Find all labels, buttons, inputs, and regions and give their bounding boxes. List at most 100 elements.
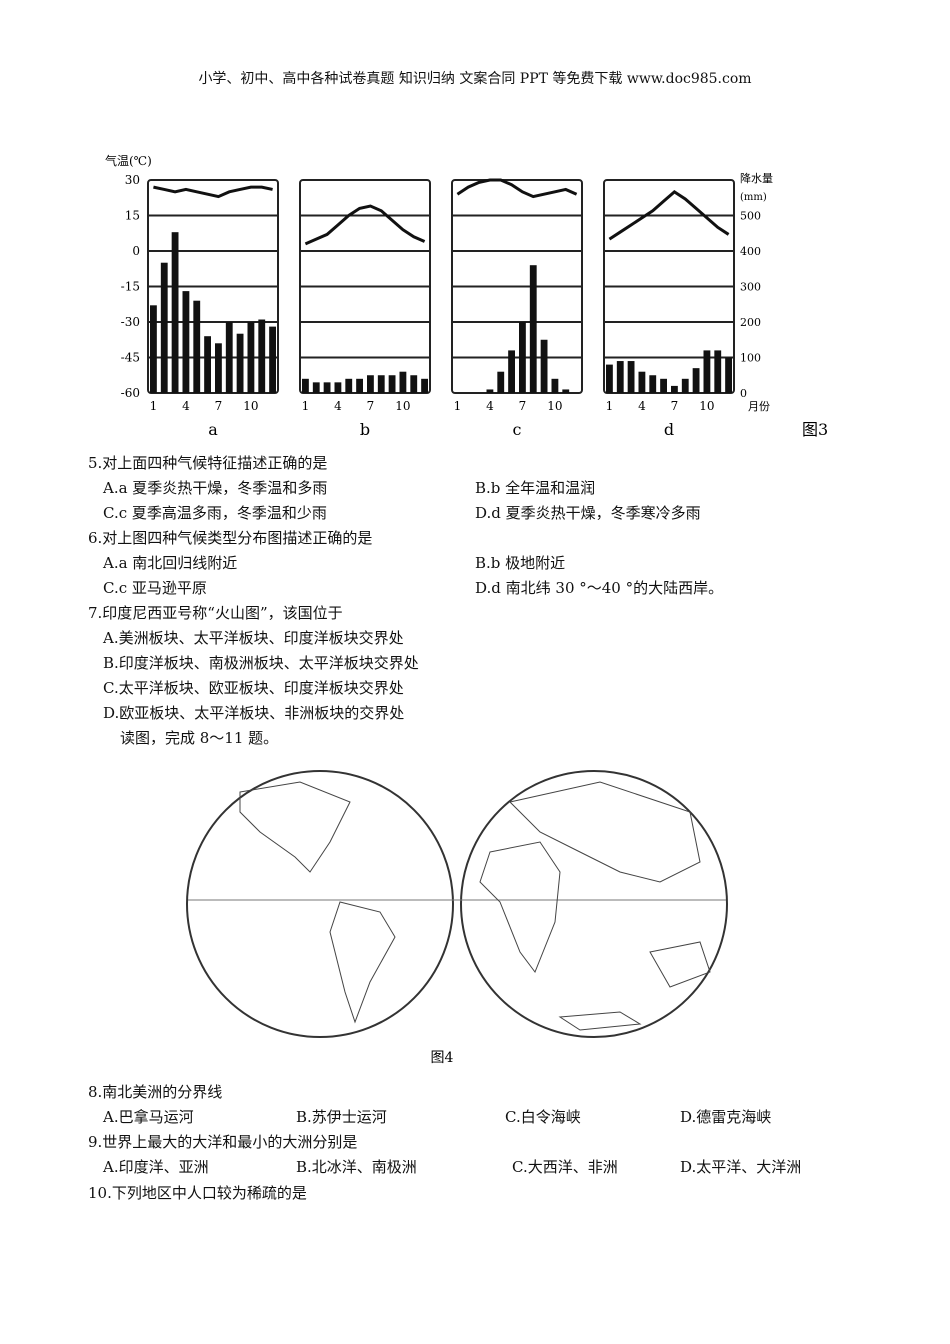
- q9-option-d: D.太平洋、大洋洲: [680, 1158, 802, 1176]
- precipitation-bar: [627, 361, 635, 393]
- panel-label: b: [360, 420, 370, 439]
- right-tick-label: 500: [740, 210, 761, 223]
- question-5-stem: 5.对上面四种气候特征描述正确的是: [88, 454, 328, 472]
- precipitation-bar: [421, 378, 428, 393]
- antarctica-outline: [558, 1011, 642, 1031]
- precipitation-bar: [486, 389, 494, 393]
- precipitation-bar: [410, 375, 418, 393]
- north-america-outline: [239, 781, 351, 873]
- month-tick-label: 4: [638, 399, 646, 413]
- precipitation-bar: [519, 322, 526, 393]
- precipitation-bar: [399, 371, 407, 393]
- precipitation-bar: [606, 364, 613, 393]
- left-tick-label: -45: [121, 351, 140, 365]
- precipitation-bar: [638, 371, 646, 393]
- australia-outline: [649, 941, 711, 988]
- precipitation-bar: [182, 291, 190, 393]
- precipitation-bar: [236, 333, 244, 393]
- q5-option-b: B.b 全年温和温润: [475, 479, 596, 497]
- precipitation-bar: [258, 319, 266, 393]
- q6-option-a: A.a 南北回归线附近: [103, 554, 238, 572]
- month-tick-label: 10: [547, 399, 562, 413]
- q8-option-d: D.德雷克海峡: [680, 1108, 772, 1126]
- figure-3-caption: 图3: [802, 420, 828, 439]
- month-tick-label: 4: [334, 399, 342, 413]
- month-tick-label: 7: [671, 399, 679, 413]
- month-tick-label: 1: [302, 399, 310, 413]
- south-america-outline: [329, 901, 396, 1024]
- right-tick-label: 300: [740, 281, 761, 294]
- precipitation-bar: [497, 371, 505, 393]
- question-10-stem: 10.下列地区中人口较为稀疏的是: [88, 1184, 307, 1202]
- q7-option-b: B.印度洋板块、南极洲板块、太平洋板块交界处: [103, 654, 419, 672]
- q7-option-a: A.美洲板块、太平洋板块、印度洋板块交界处: [103, 629, 404, 647]
- precipitation-bar: [302, 378, 309, 393]
- q6-option-b: B.b 极地附近: [475, 554, 566, 572]
- precipitation-bar: [616, 361, 624, 393]
- q6-option-d: D.d 南北纬 30 °～40 °的大陆西岸。: [475, 579, 724, 597]
- precipitation-bar: [345, 378, 353, 393]
- precipitation-bar: [529, 265, 537, 393]
- precipitation-bar: [215, 343, 222, 393]
- left-tick-label: -30: [121, 315, 140, 329]
- q9-option-a: A.印度洋、亚洲: [103, 1158, 209, 1176]
- precipitation-bar: [692, 368, 700, 393]
- right-tick-label: 200: [740, 316, 761, 329]
- question-6-stem: 6.对上图四种气候类型分布图描述正确的是: [88, 529, 373, 547]
- left-tick-label: -15: [121, 280, 140, 294]
- panel-label: a: [208, 420, 218, 439]
- month-tick-label: 7: [519, 399, 527, 413]
- month-tick-label: 1: [150, 399, 158, 413]
- panel-label: c: [513, 420, 522, 439]
- climate-charts-figure: 气温(℃) 30 15 0 -15 -30 -45 -60 降水量 (mm) 500 400 300 20…: [105, 153, 828, 439]
- left-tick-label: 0: [132, 244, 140, 258]
- precipitation-bar: [681, 378, 689, 393]
- q7-option-d: D.欧亚板块、太平洋板块、非洲板块的交界处: [103, 704, 405, 722]
- precipitation-bar: [356, 378, 363, 393]
- precipitation-bar: [247, 322, 255, 393]
- temperature-line: [153, 185, 273, 199]
- precipitation-bar: [508, 350, 515, 393]
- question-9-stem: 9.世界上最大的大洋和最小的大洲分别是: [88, 1133, 358, 1151]
- x-axis-label: 月份: [748, 400, 770, 413]
- precipitation-bar: [671, 385, 678, 393]
- temperature-line: [608, 189, 730, 241]
- q5-option-a: A.a 夏季炎热干燥，冬季温和多雨: [103, 479, 328, 497]
- precipitation-bar: [551, 378, 559, 393]
- precipitation-bar: [193, 300, 201, 393]
- month-tick-label: 10: [699, 399, 714, 413]
- eastern-hemisphere: [460, 770, 728, 1038]
- precipitation-bar: [171, 232, 179, 393]
- right-tick-label: 100: [740, 352, 761, 365]
- precipitation-bar: [388, 375, 396, 393]
- month-tick-label: 10: [395, 399, 410, 413]
- precipitation-bar: [150, 305, 157, 393]
- q6-option-c: C.c 亚马逊平原: [103, 579, 207, 597]
- precipitation-bar: [312, 382, 320, 393]
- precipitation-bar: [562, 389, 570, 393]
- eurasia-outline: [509, 781, 701, 883]
- precipitation-bar: [334, 382, 342, 393]
- precipitation-bar: [225, 322, 233, 393]
- instruction: 读图，完成 8～11 题。: [120, 729, 279, 747]
- precipitation-bar: [160, 262, 168, 393]
- right-tick-label: 0: [740, 387, 747, 400]
- q9-option-b: B.北冰洋、南极洲: [296, 1158, 417, 1176]
- precipitation-bar: [367, 375, 374, 393]
- western-hemisphere: [186, 770, 454, 1038]
- precipitation-bar: [714, 350, 722, 393]
- q7-option-c: C.太平洋板块、欧亚板块、印度洋板块交界处: [103, 679, 404, 697]
- precipitation-bar: [377, 375, 385, 393]
- right-tick-label: 400: [740, 245, 761, 258]
- month-tick-label: 10: [243, 399, 258, 413]
- temperature-line: [456, 178, 578, 199]
- figure-4-caption: 图4: [431, 1050, 454, 1066]
- precipitation-bar: [269, 326, 276, 393]
- page-header: 小学、初中、高中各种试卷真题 知识归纳 文案合同 PPT 等免费下载 www.d…: [198, 71, 752, 87]
- month-tick-label: 7: [367, 399, 375, 413]
- precipitation-bar: [703, 350, 711, 393]
- africa-outline: [479, 841, 561, 974]
- month-tick-label: 1: [454, 399, 462, 413]
- month-tick-label: 4: [182, 399, 190, 413]
